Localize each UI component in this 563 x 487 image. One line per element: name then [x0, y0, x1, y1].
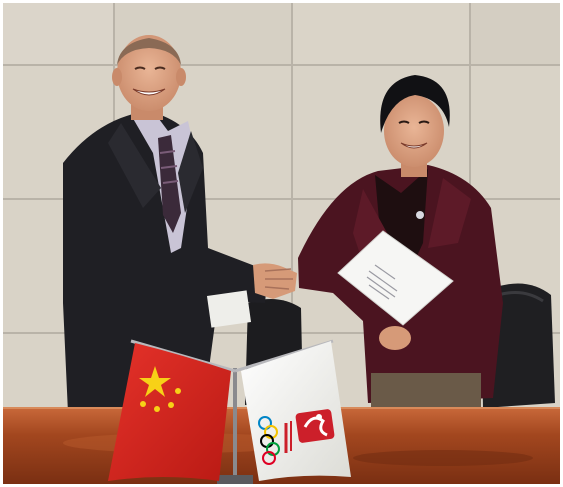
flag-star-small — [154, 406, 160, 412]
olympic-rings-icon — [258, 416, 280, 465]
woman-right — [298, 75, 503, 413]
man-left — [63, 35, 268, 413]
flag-star-large — [139, 366, 171, 397]
photo — [3, 3, 560, 484]
flag-star-small — [140, 401, 146, 407]
handshake — [253, 263, 297, 299]
flag-star-small — [168, 402, 174, 408]
olympic-flag — [241, 341, 351, 481]
china-flag — [108, 343, 231, 481]
beijing-emblem-icon — [284, 409, 335, 453]
flag-star-small — [175, 388, 181, 394]
